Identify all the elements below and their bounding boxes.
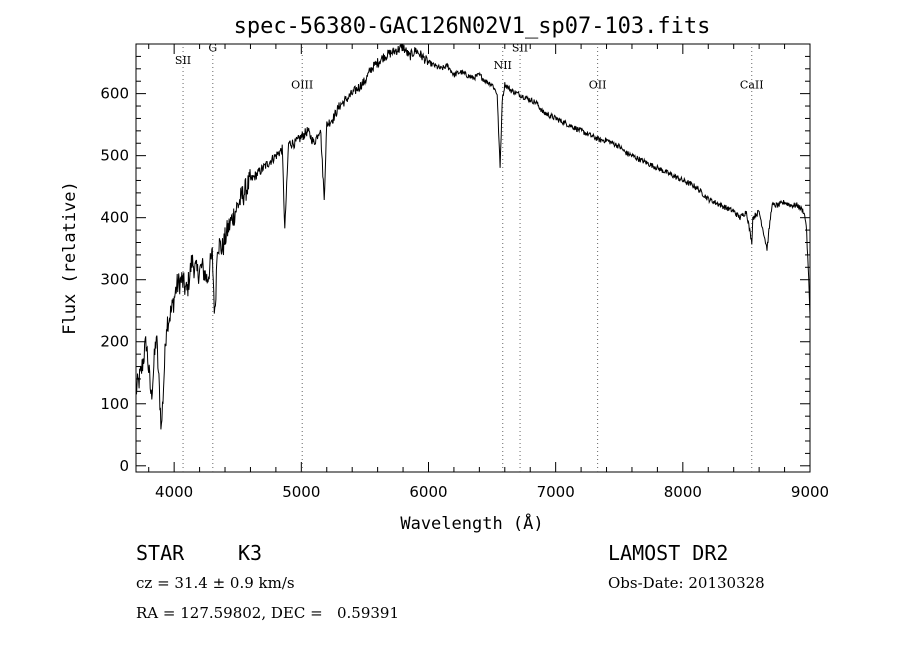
x-tick-label: 5000 [282,483,320,501]
chart-title: spec-56380-GAC126N02V1_sp07-103.fits [234,14,711,39]
object-type: STAR [136,541,185,565]
ra-dec-coordinates: RA = 127.59802, DEC = 0.59391 [136,604,400,622]
line-marker-label: CaII [740,79,764,92]
spectral-subclass: K3 [238,541,263,565]
line-marker-label: OII [589,79,607,92]
y-tick-label: 200 [100,333,129,351]
line-marker-label: SII [175,54,191,67]
line-marker-label: G [208,41,217,54]
x-axis-label: Wavelength (Å) [400,512,543,534]
y-tick-label: 100 [100,395,129,413]
x-tick-label: 8000 [664,483,702,501]
y-tick-label: 500 [100,147,129,165]
x-tick-label: 6000 [409,483,447,501]
observation-date: Obs-Date: 20130328 [608,574,765,592]
plot-frame [135,43,811,473]
redshift-velocity: cz = 31.4 ± 0.9 km/s [136,574,295,592]
survey-name: LAMOST DR2 [608,541,729,565]
x-tick-label: 9000 [791,483,829,501]
spectrum-series-line [135,44,811,430]
line-marker-label: NII [494,59,512,72]
y-tick-label: 400 [100,209,129,227]
y-axis-label: Flux (relative) [60,181,80,335]
y-tick-label: 300 [100,271,129,289]
y-tick-label: 0 [119,457,129,475]
line-marker-label: OIII [291,79,313,92]
x-tick-label: 4000 [155,483,193,501]
x-tick-label: 7000 [537,483,575,501]
line-marker-label: SII [512,41,528,54]
axis-ticks: 4000 5000 6000 7000 8000 9000 0 100 200 300 400 500… [100,44,829,501]
y-tick-label: 600 [100,85,129,103]
